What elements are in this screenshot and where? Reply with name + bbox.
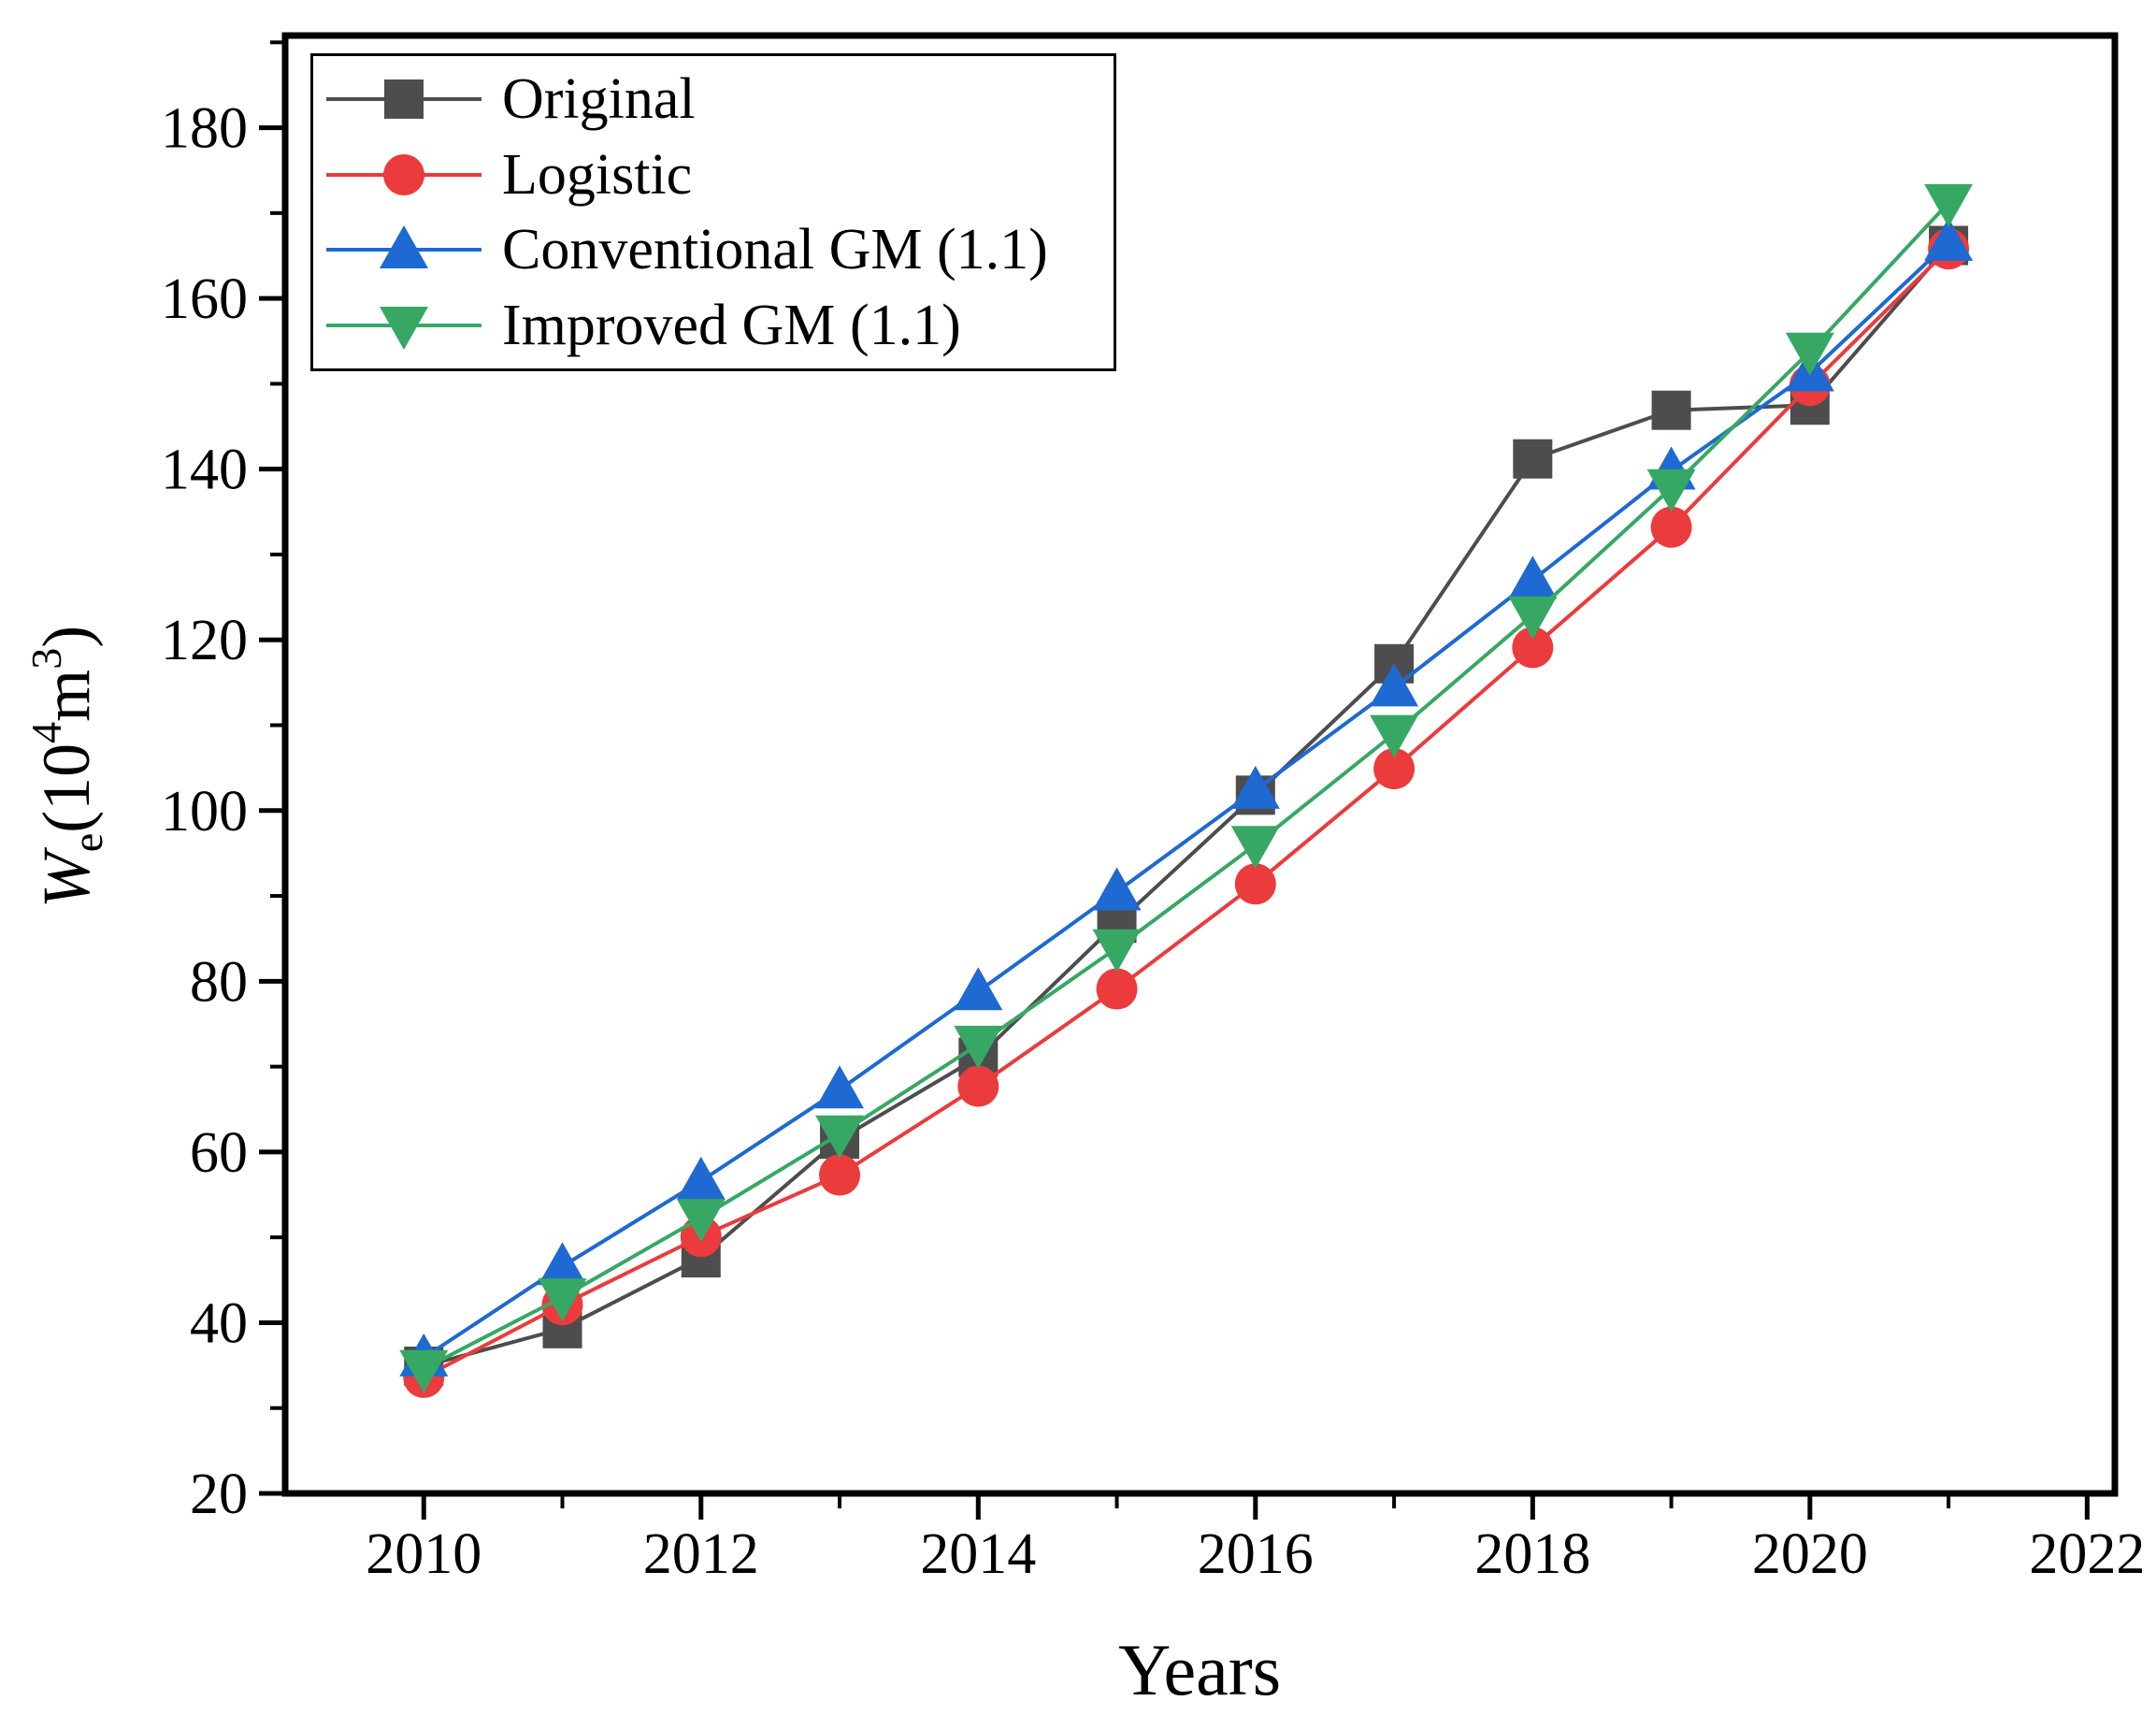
- tick-labels-layer: 2010 2012 2014 2016 2018 2020 2022 20 40 60 80 100 1…: [161, 97, 2145, 1586]
- x-tick-label: 2016: [1198, 1522, 1314, 1586]
- series-line: [423, 247, 1950, 1379]
- y-tick-label: 120: [161, 609, 248, 672]
- series-conventional-gm-1-1-: [399, 217, 1974, 1377]
- data-point-circle: [383, 153, 424, 195]
- data-point-circle: [1512, 627, 1554, 669]
- legend-marker-sample: [326, 79, 482, 120]
- x-tick-label: 2010: [366, 1522, 482, 1586]
- data-point-triangle-up: [1230, 765, 1280, 809]
- y-tick-label: 40: [190, 1291, 248, 1355]
- data-point-triangle-down: [1508, 596, 1558, 640]
- data-point-triangle-up: [380, 225, 428, 269]
- legend-entry-original: Original: [324, 62, 1114, 137]
- y-tick-label: 60: [190, 1121, 248, 1185]
- data-point-triangle-down: [815, 1115, 865, 1159]
- y-title-m: m: [29, 670, 104, 722]
- legend-entry-conventional-gm-1-1-: Conventional GM (1.1): [324, 212, 1114, 288]
- data-point-circle: [1096, 968, 1138, 1010]
- y-tick-label: 160: [161, 267, 248, 331]
- data-point-triangle-down: [1646, 469, 1696, 512]
- legend-label: Improved GM (1.1): [502, 293, 961, 357]
- y-tick-label: 180: [161, 97, 248, 161]
- legend-marker-sample: [326, 306, 482, 350]
- data-point-triangle-down: [1230, 826, 1280, 870]
- data-point-triangle-up: [815, 1065, 865, 1109]
- y-title-paren-close: ): [29, 626, 104, 648]
- x-axis-title: Years: [1118, 1629, 1281, 1710]
- series-improved-gm-1-1-: [399, 183, 1974, 1393]
- y-title-sup3: 3: [22, 648, 70, 670]
- data-point-triangle-down: [399, 1349, 449, 1393]
- legend-label: Logistic: [502, 142, 693, 207]
- x-tick-label: 2012: [643, 1522, 759, 1586]
- legend-marker-sample: [326, 225, 482, 269]
- data-point-triangle-up: [538, 1242, 587, 1286]
- data-point-triangle-down: [380, 306, 428, 350]
- x-tick-label: 2020: [1752, 1522, 1868, 1586]
- legend-marker-sample: [326, 153, 482, 195]
- y-title-var: W: [29, 846, 104, 908]
- data-point-circle: [957, 1065, 999, 1107]
- data-point-triangle-up: [1370, 663, 1419, 707]
- y-title-sub: e: [64, 833, 111, 852]
- data-point-square: [384, 79, 424, 120]
- x-tick-label: 2022: [2029, 1522, 2145, 1586]
- y-title-sup4: 4: [22, 722, 70, 743]
- data-point-circle: [1373, 748, 1416, 790]
- y-title-paren-open: (10: [29, 743, 104, 833]
- y-axis-title: We(104m3): [22, 626, 111, 908]
- x-tick-label: 2014: [920, 1522, 1036, 1586]
- data-point-circle: [1234, 863, 1276, 905]
- y-tick-label: 100: [161, 780, 248, 843]
- plot-border: [281, 32, 2119, 1497]
- legend-entry-improved-gm-1-1-: Improved GM (1.1): [324, 288, 1114, 364]
- data-point-triangle-down: [676, 1199, 726, 1243]
- series-original: [404, 225, 1969, 1386]
- legend-entry-logistic: Logistic: [324, 137, 1114, 213]
- data-point-circle: [819, 1154, 861, 1196]
- data-point-triangle-up: [1092, 867, 1142, 911]
- data-point-triangle-down: [1370, 714, 1419, 758]
- series-line: [423, 240, 1950, 1360]
- data-point-square: [1651, 390, 1691, 430]
- x-tick-label: 2018: [1474, 1522, 1590, 1586]
- y-tick-label: 140: [161, 439, 248, 502]
- data-point-square: [1513, 439, 1553, 479]
- legend-label: Conventional GM (1.1): [502, 218, 1048, 282]
- y-tick-label: 20: [190, 1463, 248, 1526]
- data-point-triangle-up: [1508, 555, 1558, 599]
- data-point-triangle-down: [954, 1025, 1003, 1069]
- ticks-layer: [259, 40, 2090, 1520]
- series-line: [423, 244, 1950, 1368]
- data-point-triangle-up: [954, 967, 1003, 1011]
- data-point-circle: [1650, 506, 1692, 548]
- series-layer: [399, 183, 1974, 1398]
- data-point-triangle-down: [1785, 332, 1834, 376]
- legend-label: Original: [502, 67, 696, 132]
- series-logistic: [403, 228, 1970, 1398]
- data-point-triangle-down: [1924, 183, 1974, 227]
- y-tick-label: 80: [190, 950, 248, 1014]
- data-point-triangle-up: [1924, 217, 1974, 261]
- data-point-triangle-up: [676, 1156, 726, 1200]
- series-line: [423, 201, 1950, 1371]
- data-point-triangle-down: [538, 1278, 587, 1322]
- legend: Original Logistic Conventional GM (1.1) Imp…: [310, 53, 1116, 371]
- data-point-triangle-down: [1092, 929, 1142, 973]
